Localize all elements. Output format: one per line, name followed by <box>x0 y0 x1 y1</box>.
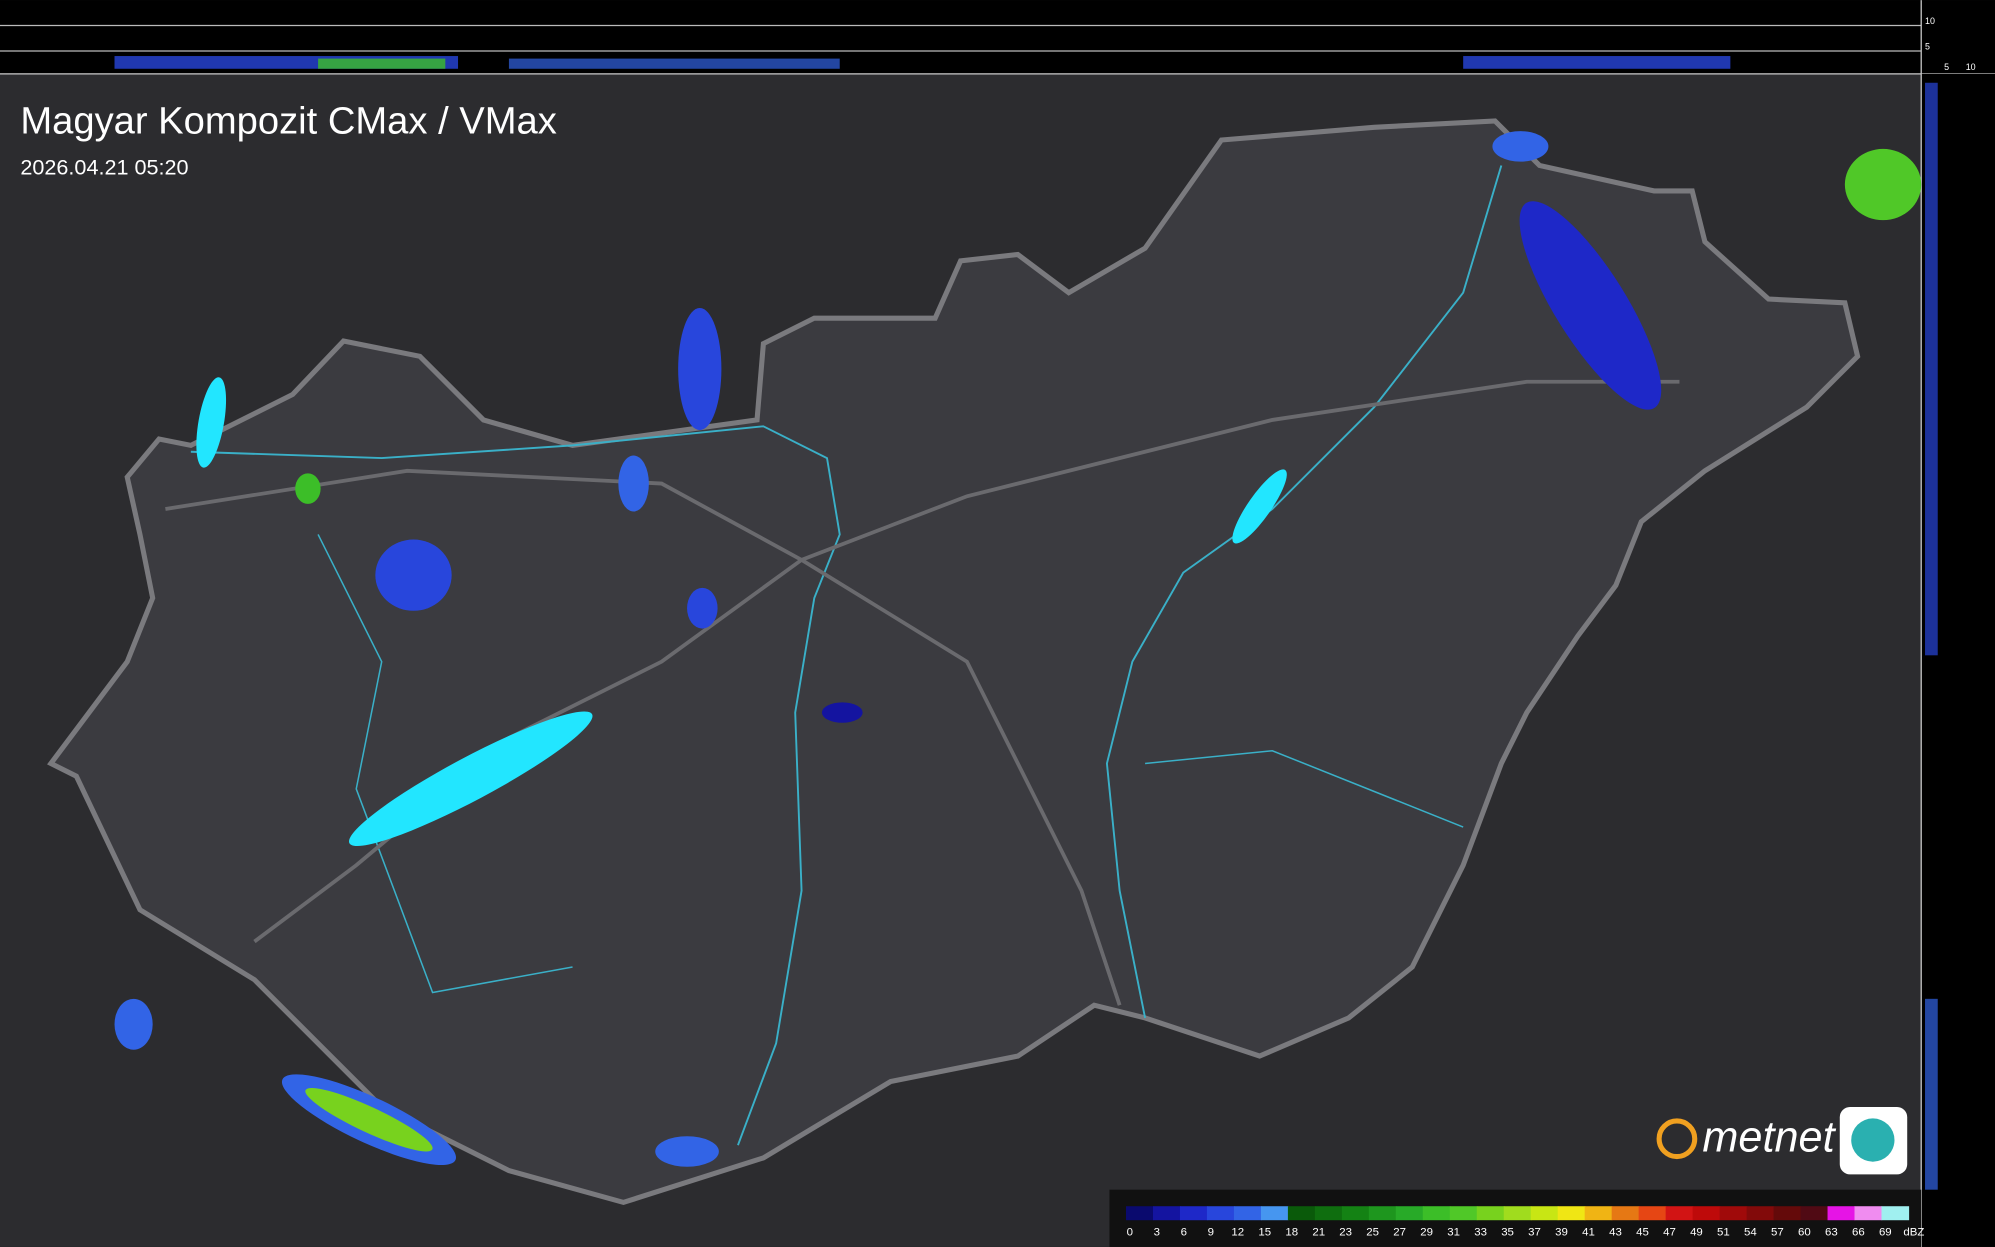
radar-echo <box>1519 201 1662 410</box>
radar-echo <box>375 539 452 611</box>
legend-swatch <box>1881 1206 1910 1221</box>
legend-swatch <box>1503 1206 1532 1221</box>
radar-echo <box>295 473 321 504</box>
lake <box>196 377 227 468</box>
river <box>317 534 573 994</box>
radar-echo <box>678 307 722 431</box>
legend-swatch <box>1476 1206 1505 1221</box>
profile-echo <box>318 58 446 69</box>
logo-sun <box>1656 1118 1698 1160</box>
lake <box>1232 469 1287 544</box>
legend-swatch <box>1692 1206 1721 1221</box>
legend-label: 29 <box>1420 1226 1433 1238</box>
river <box>190 425 841 1146</box>
legend-swatch <box>1746 1206 1775 1221</box>
legend-label: 41 <box>1582 1226 1595 1238</box>
radar-echo <box>1492 131 1549 162</box>
title: Magyar Kompozit CMax / VMax <box>20 100 556 143</box>
radar-echo <box>305 1087 433 1152</box>
legend-label: 51 <box>1717 1226 1730 1238</box>
legend-label: 63 <box>1825 1226 1838 1238</box>
timestamp: 2026.04.21 05:20 <box>20 154 188 179</box>
legend-swatch <box>1422 1206 1451 1221</box>
legend-label: 21 <box>1312 1226 1325 1238</box>
road <box>165 379 1680 562</box>
legend-label: 27 <box>1393 1226 1406 1238</box>
legend-label: 60 <box>1798 1226 1811 1238</box>
radar-echo <box>655 1136 719 1167</box>
legend-swatch <box>1368 1206 1397 1221</box>
legend-label: 3 <box>1154 1226 1160 1238</box>
legend-swatch <box>1800 1206 1829 1221</box>
legend-swatch <box>1773 1206 1802 1221</box>
legend-swatch <box>1152 1206 1181 1221</box>
legend-label: 31 <box>1447 1226 1460 1238</box>
legend-swatch <box>1314 1206 1343 1221</box>
legend-swatch <box>1179 1206 1208 1221</box>
legend-swatch <box>1665 1206 1694 1221</box>
legend-label: 69 <box>1879 1226 1892 1238</box>
legend-swatch <box>1449 1206 1478 1221</box>
legend-label: 37 <box>1528 1226 1541 1238</box>
legend-swatch <box>1126 1206 1154 1221</box>
legend-label: 15 <box>1258 1226 1271 1238</box>
river <box>1145 749 1464 828</box>
radar-echo <box>687 587 718 629</box>
legend-swatch <box>1530 1206 1559 1221</box>
lake <box>349 711 593 847</box>
legend-swatch <box>1341 1206 1370 1221</box>
legend-swatch <box>1638 1206 1667 1221</box>
legend: 0 3 6 9 12 15 18 21 23 25 27 29 31 33 35 37 39 41 43 45 47 49… <box>1126 1206 1924 1238</box>
legend-unit: dBZ <box>1903 1226 1924 1238</box>
legend-label: 9 <box>1208 1226 1214 1238</box>
legend-label: 39 <box>1555 1226 1568 1238</box>
legend-swatch <box>1287 1206 1316 1221</box>
legend-swatch <box>1827 1206 1856 1221</box>
legend-swatch <box>1233 1206 1262 1221</box>
legend-swatch <box>1854 1206 1883 1221</box>
scale-label: 10 <box>1925 16 1935 26</box>
logo-swirl <box>1851 1118 1895 1162</box>
profile-echo <box>508 58 840 69</box>
legend-swatch <box>1395 1206 1424 1221</box>
scale-label: 10 <box>1966 62 1976 72</box>
legend-label: 12 <box>1231 1226 1244 1238</box>
legend-label: 23 <box>1339 1226 1352 1238</box>
country-border <box>47 118 1861 1206</box>
legend-swatch <box>1611 1206 1640 1221</box>
profile-echo <box>1925 998 1938 1190</box>
scale-label: 5 <box>1944 62 1949 72</box>
scale-label: 5 <box>1925 42 1930 52</box>
legend-label: 25 <box>1366 1226 1379 1238</box>
radar-echo <box>618 455 649 512</box>
radar-echo <box>114 998 153 1050</box>
legend-swatch <box>1260 1206 1289 1221</box>
legend-label: 54 <box>1744 1226 1757 1238</box>
profile-echo <box>1925 82 1938 656</box>
legend-label: 35 <box>1501 1226 1514 1238</box>
radar-echo <box>821 702 863 723</box>
legend-label: 49 <box>1690 1226 1703 1238</box>
profile-echo <box>1463 56 1731 69</box>
legend-swatch <box>1557 1206 1586 1221</box>
legend-label: 47 <box>1663 1226 1676 1238</box>
logo-text: metnet <box>1702 1114 1836 1162</box>
legend-label: 18 <box>1285 1226 1298 1238</box>
legend-swatch <box>1206 1206 1235 1221</box>
river <box>1105 165 1503 1019</box>
legend-swatch <box>1584 1206 1613 1221</box>
legend-label: 43 <box>1609 1226 1622 1238</box>
legend-label: 0 <box>1127 1226 1133 1238</box>
road <box>800 558 1122 1006</box>
legend-label: 33 <box>1474 1226 1487 1238</box>
legend-label: 66 <box>1852 1226 1865 1238</box>
legend-label: 45 <box>1636 1226 1649 1238</box>
legend-label: 6 <box>1181 1226 1187 1238</box>
radar-echo <box>1844 148 1922 221</box>
legend-label: 57 <box>1771 1226 1784 1238</box>
legend-swatch <box>1719 1206 1748 1221</box>
